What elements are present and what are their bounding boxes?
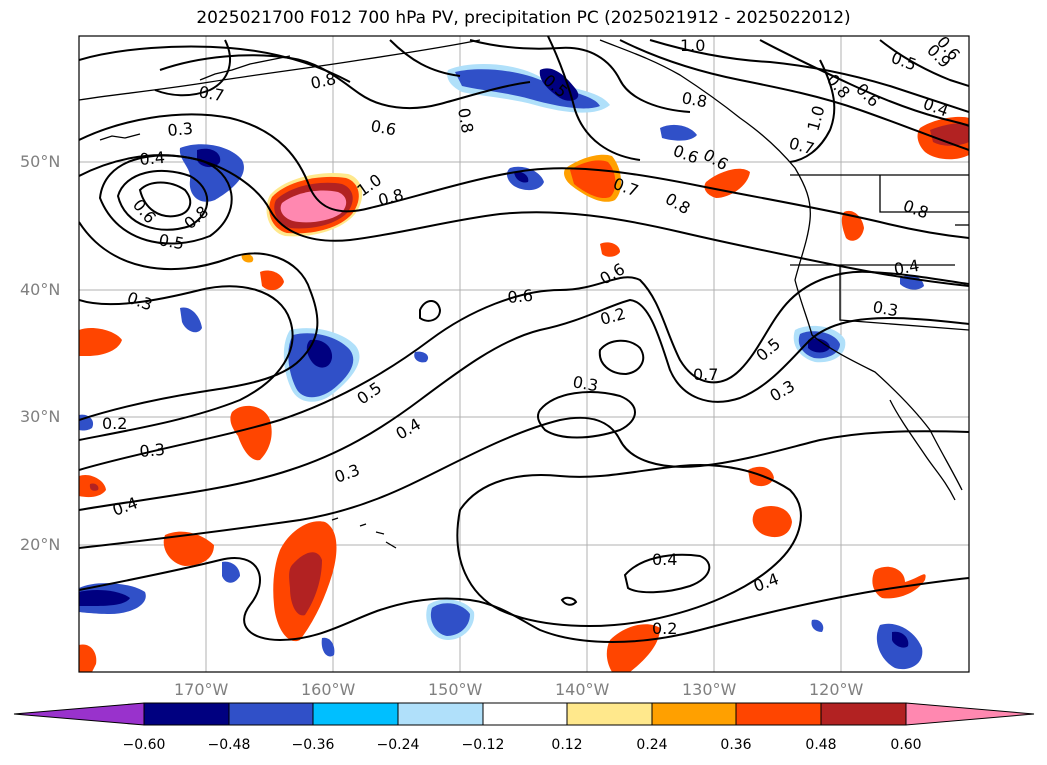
- contour-label: 0.8: [454, 106, 477, 134]
- lon-label: 150°W: [428, 680, 483, 699]
- lon-label: 170°W: [174, 680, 229, 699]
- contour-label: 0.4: [139, 148, 166, 169]
- contour-label: 1.0: [680, 36, 705, 55]
- precip-shading: [79, 64, 969, 672]
- contour-label: 0.4: [892, 256, 920, 279]
- contour-label: 0.8: [680, 88, 708, 111]
- colorbar: [13, 702, 1035, 726]
- colorbar-segment: [566, 702, 653, 726]
- colorbar-segment: [312, 702, 399, 726]
- contour-label: 0.6: [369, 116, 397, 139]
- colorbar-extend-low: [13, 702, 145, 726]
- contour-label: 0.2: [102, 414, 127, 433]
- colorbar-segment: [735, 702, 822, 726]
- colorbar-tick-label: −0.24: [376, 737, 420, 753]
- colorbar-segment: [651, 702, 737, 726]
- contour-label: 0.7: [693, 365, 718, 384]
- contour-label: 0.2: [652, 619, 677, 638]
- pv-contours: [79, 36, 969, 643]
- contour-label: 0.6: [507, 286, 534, 307]
- lat-label: 20°N: [20, 535, 61, 554]
- colorbar-tick-label: 0.12: [551, 737, 583, 753]
- colorbar-tick-label: −0.12: [461, 737, 505, 753]
- contour-label: 0.3: [571, 372, 599, 395]
- contour-label: 0.5: [157, 230, 185, 253]
- lon-label: 120°W: [809, 680, 864, 699]
- colorbar-segment: [820, 702, 907, 726]
- map-title: 2025021700 F012 700 hPa PV, precipitatio…: [196, 8, 851, 28]
- lon-label: 140°W: [555, 680, 610, 699]
- colorbar-segment: [482, 702, 568, 726]
- colorbar-segment: [228, 702, 314, 726]
- colorbar-tick-label: 0.24: [636, 737, 668, 753]
- colorbar-tick-label: −0.36: [291, 737, 335, 753]
- colorbar-tick-label: 0.60: [890, 737, 922, 753]
- colorbar-extend-high: [905, 702, 1035, 726]
- colorbar-tick-label: −0.60: [122, 737, 166, 753]
- contour-label: 0.7: [197, 82, 225, 105]
- map-frame: [78, 35, 970, 673]
- lon-label: 160°W: [301, 680, 356, 699]
- contour-label: 0.3: [139, 440, 166, 461]
- lon-label: 130°W: [682, 680, 737, 699]
- colorbar-tick-label: 0.48: [805, 737, 837, 753]
- contour-label: 0.3: [167, 119, 194, 140]
- colorbar-tick-label: −0.48: [207, 737, 251, 753]
- contour-label: 0.4: [652, 550, 677, 569]
- contour-label: 0.3: [871, 297, 899, 320]
- lat-label: 40°N: [20, 280, 61, 299]
- lat-label: 30°N: [20, 407, 61, 426]
- contour-label: 0.8: [309, 69, 338, 93]
- lat-label: 50°N: [20, 152, 61, 171]
- colorbar-segment: [397, 702, 484, 726]
- coastlines: [79, 39, 969, 549]
- colorbar-tick-label: 0.36: [720, 737, 752, 753]
- colorbar-segment: [143, 702, 230, 726]
